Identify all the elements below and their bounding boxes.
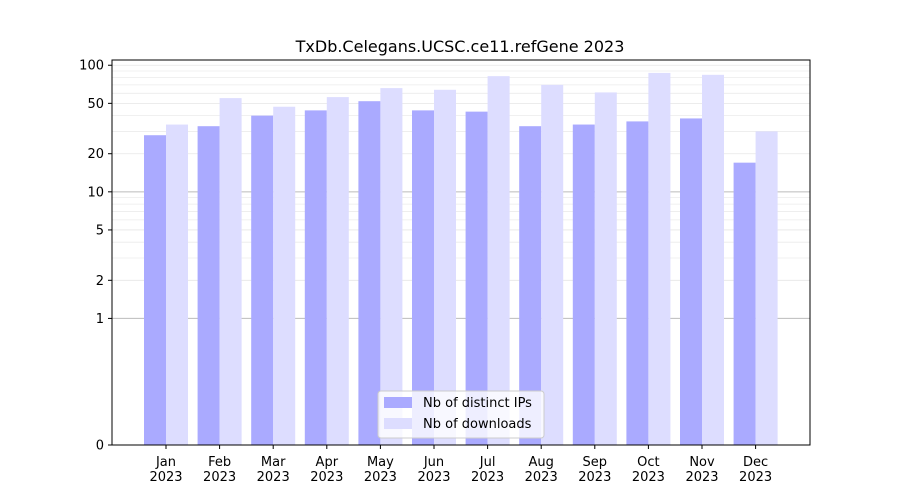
y-tick-label: 1 bbox=[96, 312, 104, 327]
bar-distinct-ips bbox=[572, 124, 595, 445]
bar-downloads bbox=[594, 92, 617, 446]
bar-downloads bbox=[219, 98, 242, 445]
bar-distinct-ips bbox=[519, 126, 542, 446]
bar-distinct-ips bbox=[144, 135, 166, 445]
y-tick-label: 100 bbox=[79, 59, 104, 74]
x-tick-label: Sep 2023 bbox=[578, 455, 611, 485]
bar-downloads bbox=[380, 88, 403, 445]
x-tick-label: Apr 2023 bbox=[310, 455, 343, 485]
bar-distinct-ips bbox=[358, 101, 381, 446]
bars bbox=[144, 72, 778, 446]
legend-label: Nb of downloads bbox=[423, 417, 532, 432]
y-tick-label: 2 bbox=[96, 274, 104, 289]
bar-downloads bbox=[541, 84, 564, 445]
y-tick-label: 0 bbox=[96, 439, 104, 454]
x-tick-label: Oct 2023 bbox=[632, 455, 665, 485]
bar-downloads bbox=[702, 74, 724, 445]
bar-distinct-ips bbox=[412, 110, 434, 445]
y-tick-label: 10 bbox=[87, 185, 104, 200]
bar-downloads bbox=[648, 72, 671, 446]
x-tick-label: Aug 2023 bbox=[525, 455, 558, 485]
bar-downloads bbox=[273, 106, 296, 445]
x-axis: Jan 2023 Feb 2023 Mar 2023 Apr 2023 May 2023 Jun 20… bbox=[149, 445, 772, 485]
bar-distinct-ips bbox=[626, 121, 649, 445]
x-tick-label: Jun 2023 bbox=[417, 455, 450, 485]
bar-distinct-ips bbox=[251, 115, 274, 445]
legend-label: Nb of distinct IPs bbox=[423, 396, 532, 411]
bar-downloads bbox=[166, 124, 188, 445]
bar-distinct-ips bbox=[680, 118, 702, 445]
legend: Nb of distinct IPs Nb of downloads bbox=[377, 390, 545, 439]
legend-swatch bbox=[384, 418, 412, 429]
chart-title: TxDb.Celegans.UCSC.ce11.refGene 2023 bbox=[295, 37, 625, 56]
y-tick-label: 20 bbox=[87, 147, 104, 162]
bar-downloads bbox=[487, 76, 510, 446]
x-tick-label: Jan 2023 bbox=[149, 455, 182, 485]
y-axis: 0 1 2 5 10 20 50 100 bbox=[79, 59, 112, 454]
bar-distinct-ips bbox=[733, 162, 756, 445]
bar-distinct-ips bbox=[465, 111, 488, 445]
legend-box bbox=[377, 390, 545, 439]
legend-swatch bbox=[384, 397, 412, 408]
y-tick-label: 50 bbox=[87, 97, 104, 112]
bar-downloads bbox=[755, 131, 778, 445]
bar-downloads bbox=[434, 89, 456, 445]
bar-distinct-ips bbox=[304, 110, 327, 445]
bar-downloads bbox=[326, 97, 349, 446]
y-tick-label: 5 bbox=[96, 223, 104, 238]
x-tick-label: Dec 2023 bbox=[739, 455, 772, 485]
bar-distinct-ips bbox=[197, 126, 220, 446]
x-tick-label: May 2023 bbox=[364, 455, 397, 485]
plot-frame bbox=[111, 59, 811, 446]
x-tick-label: Nov 2023 bbox=[685, 455, 718, 485]
x-tick-label: Mar 2023 bbox=[257, 455, 290, 485]
x-tick-label: Jul 2023 bbox=[471, 455, 504, 485]
x-tick-label: Feb 2023 bbox=[203, 455, 236, 485]
